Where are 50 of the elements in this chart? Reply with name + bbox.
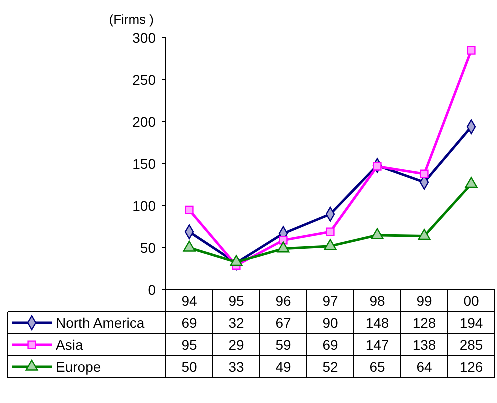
legend-label: North America (56, 314, 145, 331)
data-label: 126 (460, 358, 484, 375)
data-label: 148 (366, 314, 390, 331)
point (418, 229, 431, 240)
data-label: 194 (460, 314, 484, 331)
y-tick-label: 50 (140, 240, 156, 256)
legend-label: Europe (56, 358, 102, 375)
data-label: 90 (322, 314, 338, 331)
point (183, 240, 196, 252)
data-label: 138 (412, 336, 436, 353)
data-label: 69 (322, 336, 338, 353)
y-axis-title: (Firms ) (109, 12, 154, 27)
data-label: 33 (228, 358, 244, 375)
data-label: 147 (366, 336, 390, 353)
data-label: 32 (228, 314, 244, 331)
y-tick-label: 300 (132, 30, 156, 46)
point (324, 239, 337, 250)
point (465, 177, 478, 188)
point (420, 170, 429, 178)
y-tick-label: 100 (132, 198, 156, 214)
legend-label: Asia (56, 336, 84, 353)
x-tick-label: 96 (276, 292, 292, 309)
data-label: 128 (412, 314, 436, 331)
point (277, 242, 290, 253)
x-tick-label: 97 (322, 292, 338, 309)
data-label: 69 (182, 314, 198, 331)
data-label: 67 (276, 314, 292, 331)
x-tick-label: 94 (182, 292, 198, 309)
data-label: 64 (416, 358, 432, 375)
point (326, 228, 335, 236)
x-tick-label: 99 (416, 292, 432, 309)
x-tick-label: 98 (370, 292, 386, 309)
point (467, 46, 476, 55)
point (185, 206, 194, 215)
y-tick-label: 150 (132, 156, 156, 172)
data-label: 59 (276, 336, 292, 353)
y-tick-label: 250 (132, 72, 156, 88)
y-tick-label: 200 (132, 114, 156, 130)
x-tick-label: 95 (228, 292, 244, 309)
data-label: 49 (276, 358, 292, 375)
data-label: 95 (182, 336, 198, 353)
x-tick-label: 00 (464, 292, 480, 309)
data-label: 285 (460, 336, 484, 353)
data-label: 52 (322, 358, 338, 375)
data-label: 50 (182, 358, 198, 375)
point (230, 255, 243, 266)
point (371, 228, 384, 240)
y-tick-label: 0 (148, 282, 156, 298)
data-label: 65 (370, 358, 386, 375)
data-label: 29 (228, 336, 244, 353)
